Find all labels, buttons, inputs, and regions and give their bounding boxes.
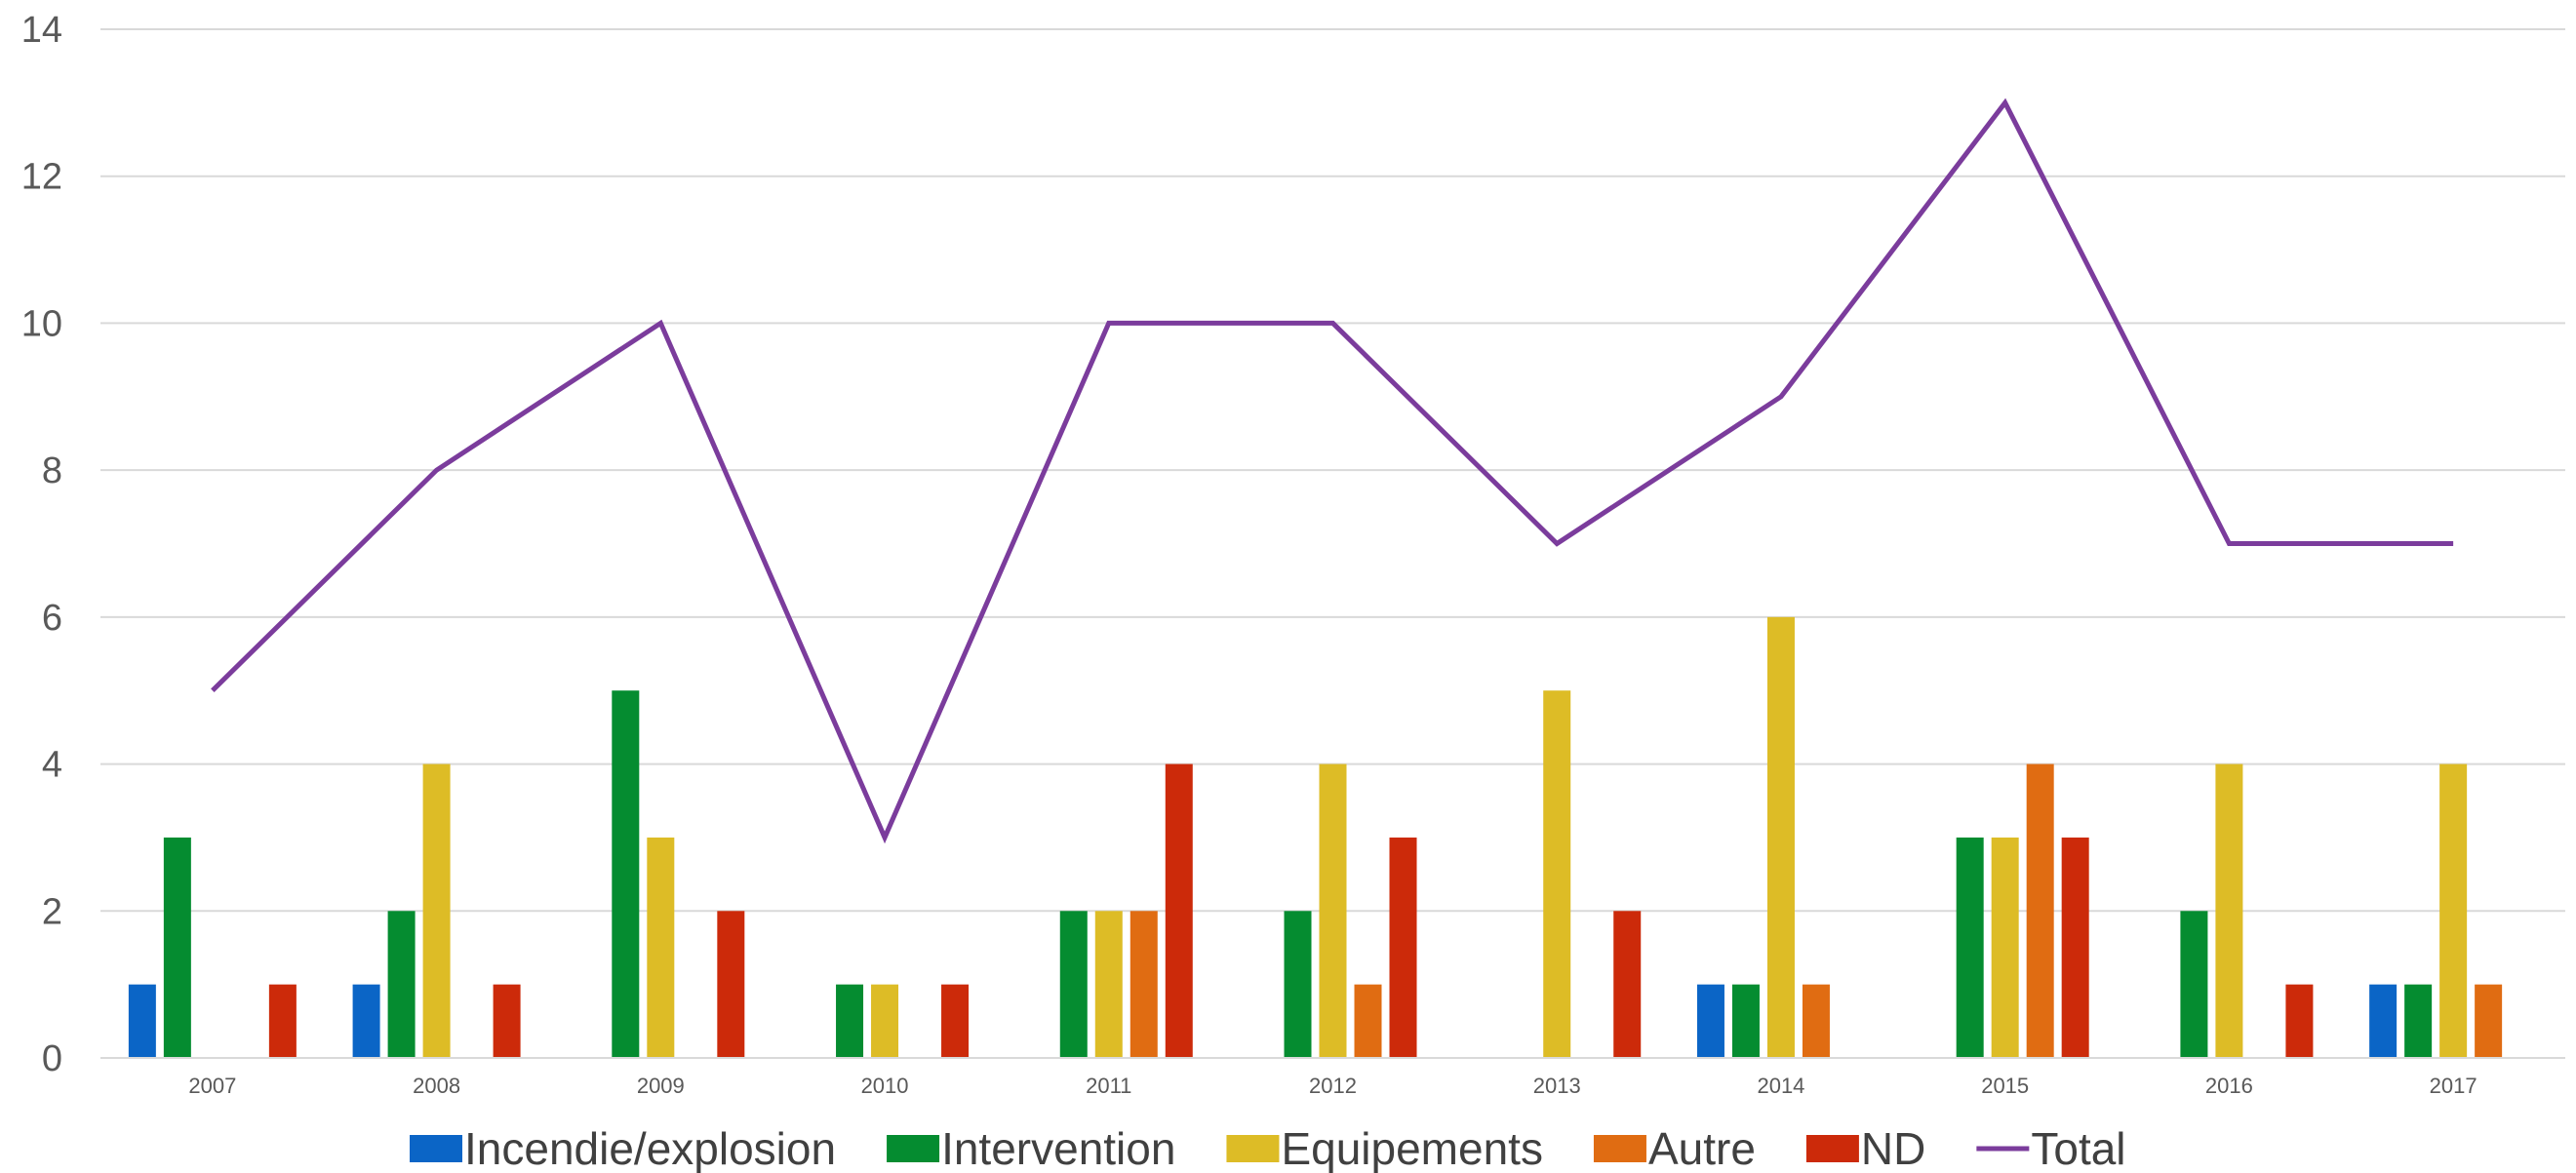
legend-label: Intervention [941, 1123, 1175, 1173]
bar-intervention-2007 [163, 837, 191, 1058]
bar-equipements-2013 [1543, 690, 1571, 1058]
bar-equipements-2015 [1991, 837, 2019, 1058]
bar-intervention-2015 [1956, 837, 1984, 1058]
bar-incendie-explosion-2014 [1696, 984, 1724, 1058]
y-tick-label: 0 [42, 1038, 62, 1079]
x-tick-label: 2011 [1086, 1074, 1131, 1098]
x-tick-label: 2013 [1533, 1074, 1581, 1098]
x-tick-label: 2014 [1757, 1074, 1804, 1098]
bar-equipements-2011 [1094, 911, 1123, 1058]
x-tick-label: 2016 [2205, 1074, 2253, 1098]
legend-swatch [1805, 1135, 1859, 1162]
y-tick-label: 4 [42, 745, 62, 786]
bar-nd-2015 [2061, 837, 2089, 1058]
y-tick-label: 8 [42, 450, 62, 491]
bar-incendie-explosion-2007 [128, 984, 156, 1058]
legend-item-total: Total [1976, 1123, 2126, 1173]
legend-label: Total [2031, 1123, 2125, 1173]
x-tick-label: 2017 [2430, 1074, 2477, 1098]
bar-equipements-2010 [871, 984, 899, 1058]
bar-equipements-2009 [647, 837, 675, 1058]
bar-nd-2011 [1165, 763, 1193, 1058]
bar-nd-2009 [717, 911, 745, 1058]
bar-nd-2013 [1613, 911, 1642, 1058]
legend-swatch [887, 1135, 940, 1162]
legend-item-intervention: Intervention [887, 1123, 1175, 1173]
legend-label: Equipements [1281, 1123, 1543, 1173]
bar-autre-2011 [1129, 911, 1158, 1058]
bar-equipements-2014 [1766, 616, 1795, 1058]
bar-autre-2014 [1802, 984, 1830, 1058]
bar-autre-2015 [2026, 763, 2054, 1058]
y-tick-label: 10 [21, 303, 62, 344]
bar-autre-2017 [2475, 984, 2503, 1058]
legend-item-equipements: Equipements [1226, 1123, 1543, 1173]
total-line-group [211, 98, 2454, 844]
bar-autre-2012 [1354, 984, 1382, 1058]
y-tick-label: 2 [42, 891, 62, 932]
bar-intervention-2014 [1731, 984, 1760, 1058]
bar-nd-2007 [268, 984, 297, 1058]
bar-equipements-2016 [2215, 763, 2243, 1058]
bar-intervention-2011 [1059, 911, 1088, 1058]
x-axis: 2007 2008 2009 2010 2011 2012 2013 2014 2015 2016… [188, 1074, 2477, 1098]
legend-label: Autre [1648, 1123, 1756, 1173]
legend-label: Incendie/explosion [464, 1123, 836, 1173]
x-tick-label: 2008 [413, 1074, 460, 1098]
y-tick-label: 12 [21, 157, 62, 198]
bar-nd-2008 [493, 984, 521, 1058]
bar-equipements-2008 [422, 763, 451, 1058]
legend-item-autre: Autre [1593, 1123, 1756, 1173]
legend-item-incendie-explosion: Incendie/explosion [410, 1123, 836, 1173]
y-tick-label: 6 [42, 598, 62, 639]
x-tick-label: 2007 [188, 1074, 236, 1098]
bar-intervention-2010 [836, 984, 864, 1058]
legend-label: ND [1861, 1123, 1925, 1173]
bar-incendie-explosion-2008 [352, 984, 380, 1058]
y-axis: 0 2 4 6 8 10 12 14 [21, 10, 62, 1079]
bars [128, 616, 2503, 1058]
legend-swatch [1226, 1135, 1280, 1162]
bar-nd-2012 [1389, 837, 1417, 1058]
y-tick-label: 14 [21, 10, 62, 51]
legend: Incendie/explosion Intervention Equipement… [410, 1123, 2126, 1173]
bar-nd-2016 [2285, 984, 2314, 1058]
legend-swatch [1593, 1135, 1646, 1162]
bar-intervention-2017 [2404, 984, 2433, 1058]
bar-equipements-2012 [1319, 763, 1347, 1058]
x-tick-label: 2009 [637, 1074, 685, 1098]
x-tick-label: 2012 [1309, 1074, 1357, 1098]
bar-intervention-2012 [1284, 911, 1312, 1058]
x-tick-label: 2010 [861, 1074, 909, 1098]
legend-swatch [410, 1135, 462, 1162]
bar-incendie-explosion-2017 [2369, 984, 2398, 1058]
bar-nd-2010 [941, 984, 970, 1058]
bar-equipements-2017 [2439, 763, 2468, 1058]
x-tick-label: 2015 [1981, 1074, 2029, 1098]
bar-intervention-2009 [612, 690, 640, 1058]
bar-intervention-2016 [2180, 911, 2208, 1058]
legend-item-nd: ND [1805, 1123, 1925, 1173]
bar-intervention-2008 [387, 911, 416, 1058]
